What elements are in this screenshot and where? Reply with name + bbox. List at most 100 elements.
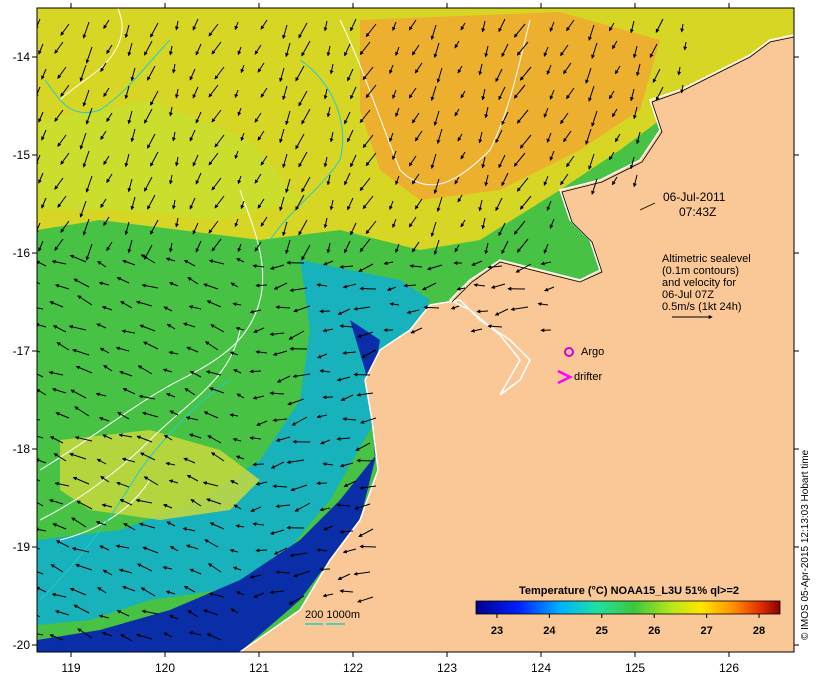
velocity-arrow <box>298 151 308 168</box>
velocity-arrow <box>298 22 308 39</box>
velocity-arrow <box>206 498 222 505</box>
velocity-arrow <box>408 155 417 167</box>
velocity-arrow <box>185 416 199 421</box>
velocity-arrow <box>450 305 460 310</box>
velocity-arrow <box>82 218 90 236</box>
velocity-arrow <box>298 219 308 236</box>
velocity-arrow <box>54 481 70 487</box>
velocity-arrow <box>357 596 374 603</box>
velocity-arrow <box>293 305 311 313</box>
velocity-arrow <box>389 132 394 143</box>
velocity-arrow <box>350 154 357 168</box>
velocity-arrow <box>362 66 374 81</box>
velocity-arrow <box>501 43 509 58</box>
velocity-arrow <box>240 132 245 142</box>
velocity-arrow <box>74 435 93 442</box>
velocity-arrow <box>95 392 107 397</box>
velocity-arrow <box>516 41 529 56</box>
velocity-arrow <box>76 500 93 510</box>
velocity-arrow <box>255 283 268 288</box>
velocity-arrow <box>460 90 466 99</box>
velocity-arrow <box>560 173 569 186</box>
velocity-arrow <box>49 301 64 308</box>
velocity-arrow <box>585 128 592 145</box>
velocity-arrow <box>683 41 688 51</box>
velocity-arrow <box>358 263 374 272</box>
velocity-arrow <box>72 348 90 356</box>
velocity-arrow <box>230 480 239 485</box>
velocity-arrow <box>513 220 526 235</box>
velocity-arrow <box>50 564 64 573</box>
velocity-arrow <box>85 107 93 125</box>
velocity-arrow <box>115 346 130 352</box>
velocity-arrow <box>210 324 225 333</box>
velocity-arrow <box>140 587 156 597</box>
velocity-arrow <box>189 129 196 142</box>
velocity-arrow <box>143 341 159 350</box>
velocity-arrow <box>174 217 179 228</box>
velocity-arrow <box>457 65 463 74</box>
velocity-arrow <box>183 457 196 464</box>
southwest-warm-blotch <box>60 430 260 520</box>
velocity-arrow <box>195 43 202 56</box>
velocity-arrow <box>635 63 641 77</box>
velocity-arrow <box>655 18 664 33</box>
velocity-arrow <box>255 481 268 486</box>
velocity-arrow <box>137 365 153 375</box>
velocity-arrow <box>433 42 440 58</box>
velocity-arrow <box>139 324 156 332</box>
velocity-arrow <box>546 132 552 143</box>
x-tick-label: 120 <box>155 661 175 675</box>
velocity-arrow <box>365 23 377 38</box>
velocity-arrow <box>232 302 242 307</box>
velocity-arrow <box>54 238 64 251</box>
velocity-arrow <box>411 44 420 56</box>
velocity-arrow <box>205 370 222 376</box>
velocity-arrow <box>460 219 466 228</box>
velocity-arrow <box>252 264 265 269</box>
velocity-arrow <box>326 242 331 254</box>
svg-text:and velocity for: and velocity for <box>662 277 736 289</box>
velocity-arrow <box>359 286 377 291</box>
velocity-arrow <box>234 21 239 31</box>
velocity-arrow <box>37 307 44 310</box>
velocity-arrow <box>395 46 400 57</box>
velocity-arrow <box>97 260 107 268</box>
velocity-arrow <box>409 264 423 269</box>
velocity-arrow <box>185 544 199 550</box>
velocity-arrow <box>174 88 179 99</box>
velocity-arrow <box>120 634 133 642</box>
velocity-arrow <box>430 85 437 101</box>
velocity-arrow <box>37 499 44 507</box>
velocity-arrow <box>433 178 440 194</box>
velocity-arrow <box>427 264 443 271</box>
velocity-arrow <box>282 153 288 169</box>
velocity-vectors <box>37 18 688 642</box>
velocity-arrow <box>48 498 64 505</box>
velocity-arrow <box>240 200 245 210</box>
y-tick-label: -14 <box>13 50 31 64</box>
velocity-arrow <box>566 87 575 100</box>
yellow-west-patch <box>40 100 300 220</box>
velocity-arrow <box>49 436 64 444</box>
velocity-arrow <box>82 89 90 107</box>
velocity-arrow <box>481 88 486 101</box>
velocity-arrow <box>395 175 400 186</box>
velocity-arrow <box>234 89 239 99</box>
velocity-arrow <box>101 503 113 508</box>
velocity-arrow <box>183 585 196 593</box>
velocity-arrow <box>316 414 328 419</box>
velocity-arrow <box>317 353 328 359</box>
velocity-arrow <box>495 197 503 212</box>
velocity-arrow <box>255 350 268 355</box>
velocity-arrow <box>614 65 621 75</box>
bathymetry-legend-label: 200 1000m <box>305 609 360 621</box>
velocity-arrow <box>106 173 113 184</box>
velocity-arrow <box>257 130 265 141</box>
colorbar-tick-label: 27 <box>700 625 712 637</box>
velocity-arrow <box>37 547 41 550</box>
velocity-arrow <box>344 240 351 254</box>
velocity-arrow <box>208 592 225 598</box>
velocity-arrow <box>544 286 555 292</box>
velocity-arrow <box>342 350 357 355</box>
